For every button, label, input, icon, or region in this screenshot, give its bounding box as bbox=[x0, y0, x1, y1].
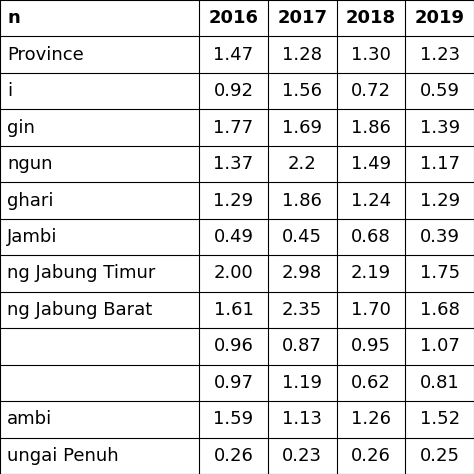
Text: gin: gin bbox=[7, 118, 35, 137]
Text: 1.29: 1.29 bbox=[419, 191, 460, 210]
Text: 1.49: 1.49 bbox=[351, 155, 391, 173]
Text: 1.07: 1.07 bbox=[419, 337, 460, 356]
Text: i: i bbox=[7, 82, 12, 100]
Text: 2.19: 2.19 bbox=[351, 264, 391, 283]
Text: 0.49: 0.49 bbox=[213, 228, 254, 246]
Text: 1.61: 1.61 bbox=[213, 301, 254, 319]
Text: 1.24: 1.24 bbox=[351, 191, 391, 210]
Text: 2019: 2019 bbox=[415, 9, 465, 27]
Text: 1.86: 1.86 bbox=[282, 191, 322, 210]
Text: 1.56: 1.56 bbox=[282, 82, 322, 100]
Text: 0.87: 0.87 bbox=[282, 337, 322, 356]
Text: Jambi: Jambi bbox=[7, 228, 58, 246]
Text: ngun: ngun bbox=[7, 155, 53, 173]
Text: 0.81: 0.81 bbox=[420, 374, 459, 392]
Text: 1.52: 1.52 bbox=[419, 410, 460, 428]
Text: 0.26: 0.26 bbox=[213, 447, 254, 465]
Text: 2.2: 2.2 bbox=[288, 155, 317, 173]
Text: 1.77: 1.77 bbox=[213, 118, 254, 137]
Text: 0.68: 0.68 bbox=[351, 228, 391, 246]
Text: 1.47: 1.47 bbox=[213, 46, 254, 64]
Text: 1.23: 1.23 bbox=[419, 46, 460, 64]
Text: 1.28: 1.28 bbox=[282, 46, 322, 64]
Text: 1.13: 1.13 bbox=[282, 410, 322, 428]
Text: 1.86: 1.86 bbox=[351, 118, 391, 137]
Text: 2018: 2018 bbox=[346, 9, 396, 27]
Text: 1.30: 1.30 bbox=[351, 46, 391, 64]
Text: 0.39: 0.39 bbox=[419, 228, 460, 246]
Text: 0.25: 0.25 bbox=[419, 447, 460, 465]
Text: ghari: ghari bbox=[7, 191, 54, 210]
Text: 1.19: 1.19 bbox=[282, 374, 322, 392]
Text: 2017: 2017 bbox=[277, 9, 327, 27]
Text: 1.68: 1.68 bbox=[419, 301, 460, 319]
Text: Province: Province bbox=[7, 46, 84, 64]
Text: 1.69: 1.69 bbox=[282, 118, 322, 137]
Text: 1.37: 1.37 bbox=[213, 155, 254, 173]
Text: 0.59: 0.59 bbox=[419, 82, 460, 100]
Text: ungai Penuh: ungai Penuh bbox=[7, 447, 118, 465]
Text: 0.96: 0.96 bbox=[213, 337, 254, 356]
Text: 1.75: 1.75 bbox=[419, 264, 460, 283]
Text: 1.17: 1.17 bbox=[419, 155, 460, 173]
Text: 1.70: 1.70 bbox=[351, 301, 391, 319]
Text: 2.35: 2.35 bbox=[282, 301, 322, 319]
Text: 0.95: 0.95 bbox=[351, 337, 391, 356]
Text: ng Jabung Timur: ng Jabung Timur bbox=[7, 264, 155, 283]
Text: 0.92: 0.92 bbox=[213, 82, 254, 100]
Text: 1.59: 1.59 bbox=[213, 410, 254, 428]
Text: 2016: 2016 bbox=[209, 9, 258, 27]
Text: 0.72: 0.72 bbox=[351, 82, 391, 100]
Text: 0.45: 0.45 bbox=[282, 228, 322, 246]
Text: ambi: ambi bbox=[7, 410, 52, 428]
Text: 0.23: 0.23 bbox=[282, 447, 322, 465]
Text: 1.29: 1.29 bbox=[213, 191, 254, 210]
Text: 2.00: 2.00 bbox=[214, 264, 253, 283]
Text: 1.39: 1.39 bbox=[419, 118, 460, 137]
Text: 0.97: 0.97 bbox=[213, 374, 254, 392]
Text: 0.62: 0.62 bbox=[351, 374, 391, 392]
Text: n: n bbox=[7, 9, 20, 27]
Text: ng Jabung Barat: ng Jabung Barat bbox=[7, 301, 152, 319]
Text: 2.98: 2.98 bbox=[282, 264, 322, 283]
Text: 0.26: 0.26 bbox=[351, 447, 391, 465]
Text: 1.26: 1.26 bbox=[351, 410, 391, 428]
